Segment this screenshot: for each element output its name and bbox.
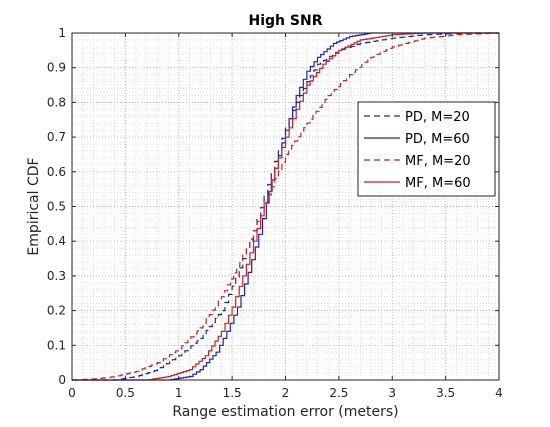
y-tick-label: 0 xyxy=(58,373,66,387)
series-line-3 xyxy=(72,32,499,381)
y-tick-label: 0.5 xyxy=(47,200,66,214)
y-tick-label: 0.3 xyxy=(47,269,66,283)
ticks: 0 0.5 1 1.5 2 2.5 3 3.5 4 0 0.1 0.2 0.3 0.4 0.5 0.6 0.7 0… xyxy=(47,26,503,400)
y-axis-label: Empirical CDF xyxy=(26,157,42,255)
x-tick-label: 1.5 xyxy=(223,386,242,400)
legend: PD, M=20 PD, M=60 MF, M=20 MF, M=60 xyxy=(357,101,496,197)
y-tick-label: 0.4 xyxy=(47,234,66,248)
y-tick-label: 0.2 xyxy=(47,304,66,318)
series-line-2 xyxy=(72,32,500,381)
x-tick-label: 2.5 xyxy=(329,386,348,400)
legend-label-2: MF, M=20 xyxy=(405,154,471,169)
y-tick-label: 0.7 xyxy=(47,130,66,144)
x-tick-label: 4 xyxy=(495,386,503,400)
y-tick-label: 0.6 xyxy=(47,165,66,179)
x-axis-label: Range estimation error (meters) xyxy=(172,404,398,420)
legend-label-3: MF, M=60 xyxy=(405,176,471,191)
legend-label-0: PD, M=20 xyxy=(405,110,470,125)
chart-title: High SNR xyxy=(249,13,323,29)
y-tick-label: 0.9 xyxy=(47,61,66,75)
grid xyxy=(71,32,500,381)
y-tick-label: 1 xyxy=(58,26,66,40)
y-tick-label: 0.1 xyxy=(47,338,66,352)
legend-box xyxy=(357,101,496,197)
x-tick-label: 3 xyxy=(388,386,396,400)
x-tick-label: 2 xyxy=(282,386,290,400)
x-tick-label: 3.5 xyxy=(436,386,455,400)
x-tick-label: 0.5 xyxy=(116,386,135,400)
x-tick-label: 0 xyxy=(68,386,76,400)
y-tick-label: 0.8 xyxy=(47,95,66,109)
legend-label-1: PD, M=60 xyxy=(405,132,470,147)
x-tick-label: 1 xyxy=(175,386,183,400)
